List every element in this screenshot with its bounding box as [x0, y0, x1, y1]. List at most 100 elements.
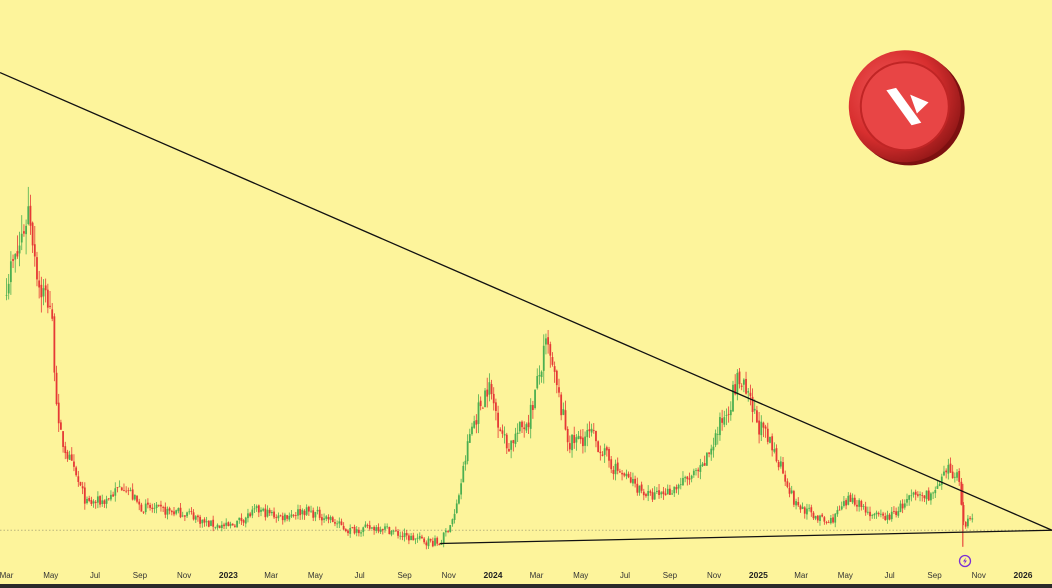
candle	[303, 510, 306, 516]
candle	[414, 538, 417, 540]
candle	[903, 503, 906, 508]
candle	[83, 487, 86, 504]
candle	[312, 510, 315, 518]
candle	[658, 490, 660, 496]
candle	[547, 337, 550, 345]
candle	[342, 525, 345, 530]
candles-group	[5, 186, 974, 550]
candle	[879, 513, 882, 515]
candle	[608, 448, 610, 461]
candle	[603, 448, 606, 455]
candle	[284, 514, 286, 521]
candle	[916, 494, 919, 496]
candle	[223, 524, 225, 527]
candle	[943, 471, 945, 476]
candle	[838, 509, 841, 511]
candle	[327, 517, 330, 520]
candle	[353, 526, 356, 534]
candle	[938, 483, 941, 487]
candle	[910, 495, 913, 497]
candle	[270, 511, 273, 514]
candle	[294, 515, 297, 516]
candle	[538, 375, 541, 377]
candle	[560, 394, 563, 416]
candle	[421, 536, 423, 539]
candle	[347, 530, 349, 534]
candle	[749, 392, 752, 397]
candle	[577, 435, 580, 439]
candle	[551, 357, 554, 365]
candle	[29, 205, 32, 226]
axis-year-label: 2023	[219, 570, 238, 580]
candle	[908, 495, 911, 500]
candle	[645, 494, 647, 497]
candle	[488, 382, 491, 395]
candle	[96, 496, 99, 503]
candle	[847, 495, 850, 505]
candle	[762, 422, 765, 428]
candle	[882, 513, 884, 516]
candle	[969, 517, 971, 519]
bottom-strip	[0, 584, 1052, 588]
candle	[125, 490, 128, 492]
axis-month-label: Mar	[264, 571, 278, 580]
axis-month-label: Mar	[530, 571, 544, 580]
candle	[682, 477, 684, 486]
candle	[945, 470, 948, 473]
candle	[81, 486, 84, 489]
candle	[288, 515, 291, 520]
candle	[192, 512, 195, 520]
candle	[110, 494, 112, 500]
candle	[33, 244, 36, 257]
candle	[364, 524, 367, 528]
candle	[344, 529, 347, 532]
candle	[492, 393, 495, 404]
candle	[501, 430, 504, 434]
candle	[951, 471, 954, 479]
candle	[503, 434, 506, 436]
candle	[640, 484, 643, 491]
candle	[438, 543, 441, 546]
candle	[310, 510, 312, 512]
candle	[305, 507, 308, 515]
candle	[212, 519, 215, 527]
candle	[177, 508, 180, 512]
candle	[803, 507, 806, 514]
candle	[773, 449, 776, 452]
candle	[510, 440, 513, 450]
candle	[129, 490, 132, 491]
candle	[23, 231, 25, 234]
candle	[64, 446, 67, 454]
candle	[840, 506, 843, 510]
lightning-icon[interactable]	[958, 554, 972, 568]
candle	[107, 498, 110, 500]
candle	[786, 481, 789, 487]
candle	[497, 412, 499, 428]
candle	[651, 492, 654, 500]
candle	[740, 385, 743, 387]
candle	[275, 517, 278, 518]
candle	[290, 514, 293, 517]
candle	[625, 473, 628, 477]
candle	[912, 492, 915, 495]
candle	[555, 370, 558, 386]
candle	[545, 338, 547, 345]
candle	[388, 527, 391, 535]
candle	[377, 527, 380, 532]
candle	[566, 429, 569, 443]
candle	[834, 513, 837, 523]
candle	[431, 540, 434, 547]
candle	[349, 527, 352, 534]
candle	[442, 532, 445, 544]
candle	[297, 509, 299, 516]
candle	[516, 432, 519, 434]
candle	[323, 518, 325, 520]
candle	[525, 424, 528, 431]
candle	[584, 436, 586, 446]
candle	[188, 511, 191, 513]
candle	[162, 507, 165, 508]
axis-month-label: Nov	[442, 571, 456, 580]
candle	[136, 495, 138, 502]
candle	[971, 518, 974, 520]
